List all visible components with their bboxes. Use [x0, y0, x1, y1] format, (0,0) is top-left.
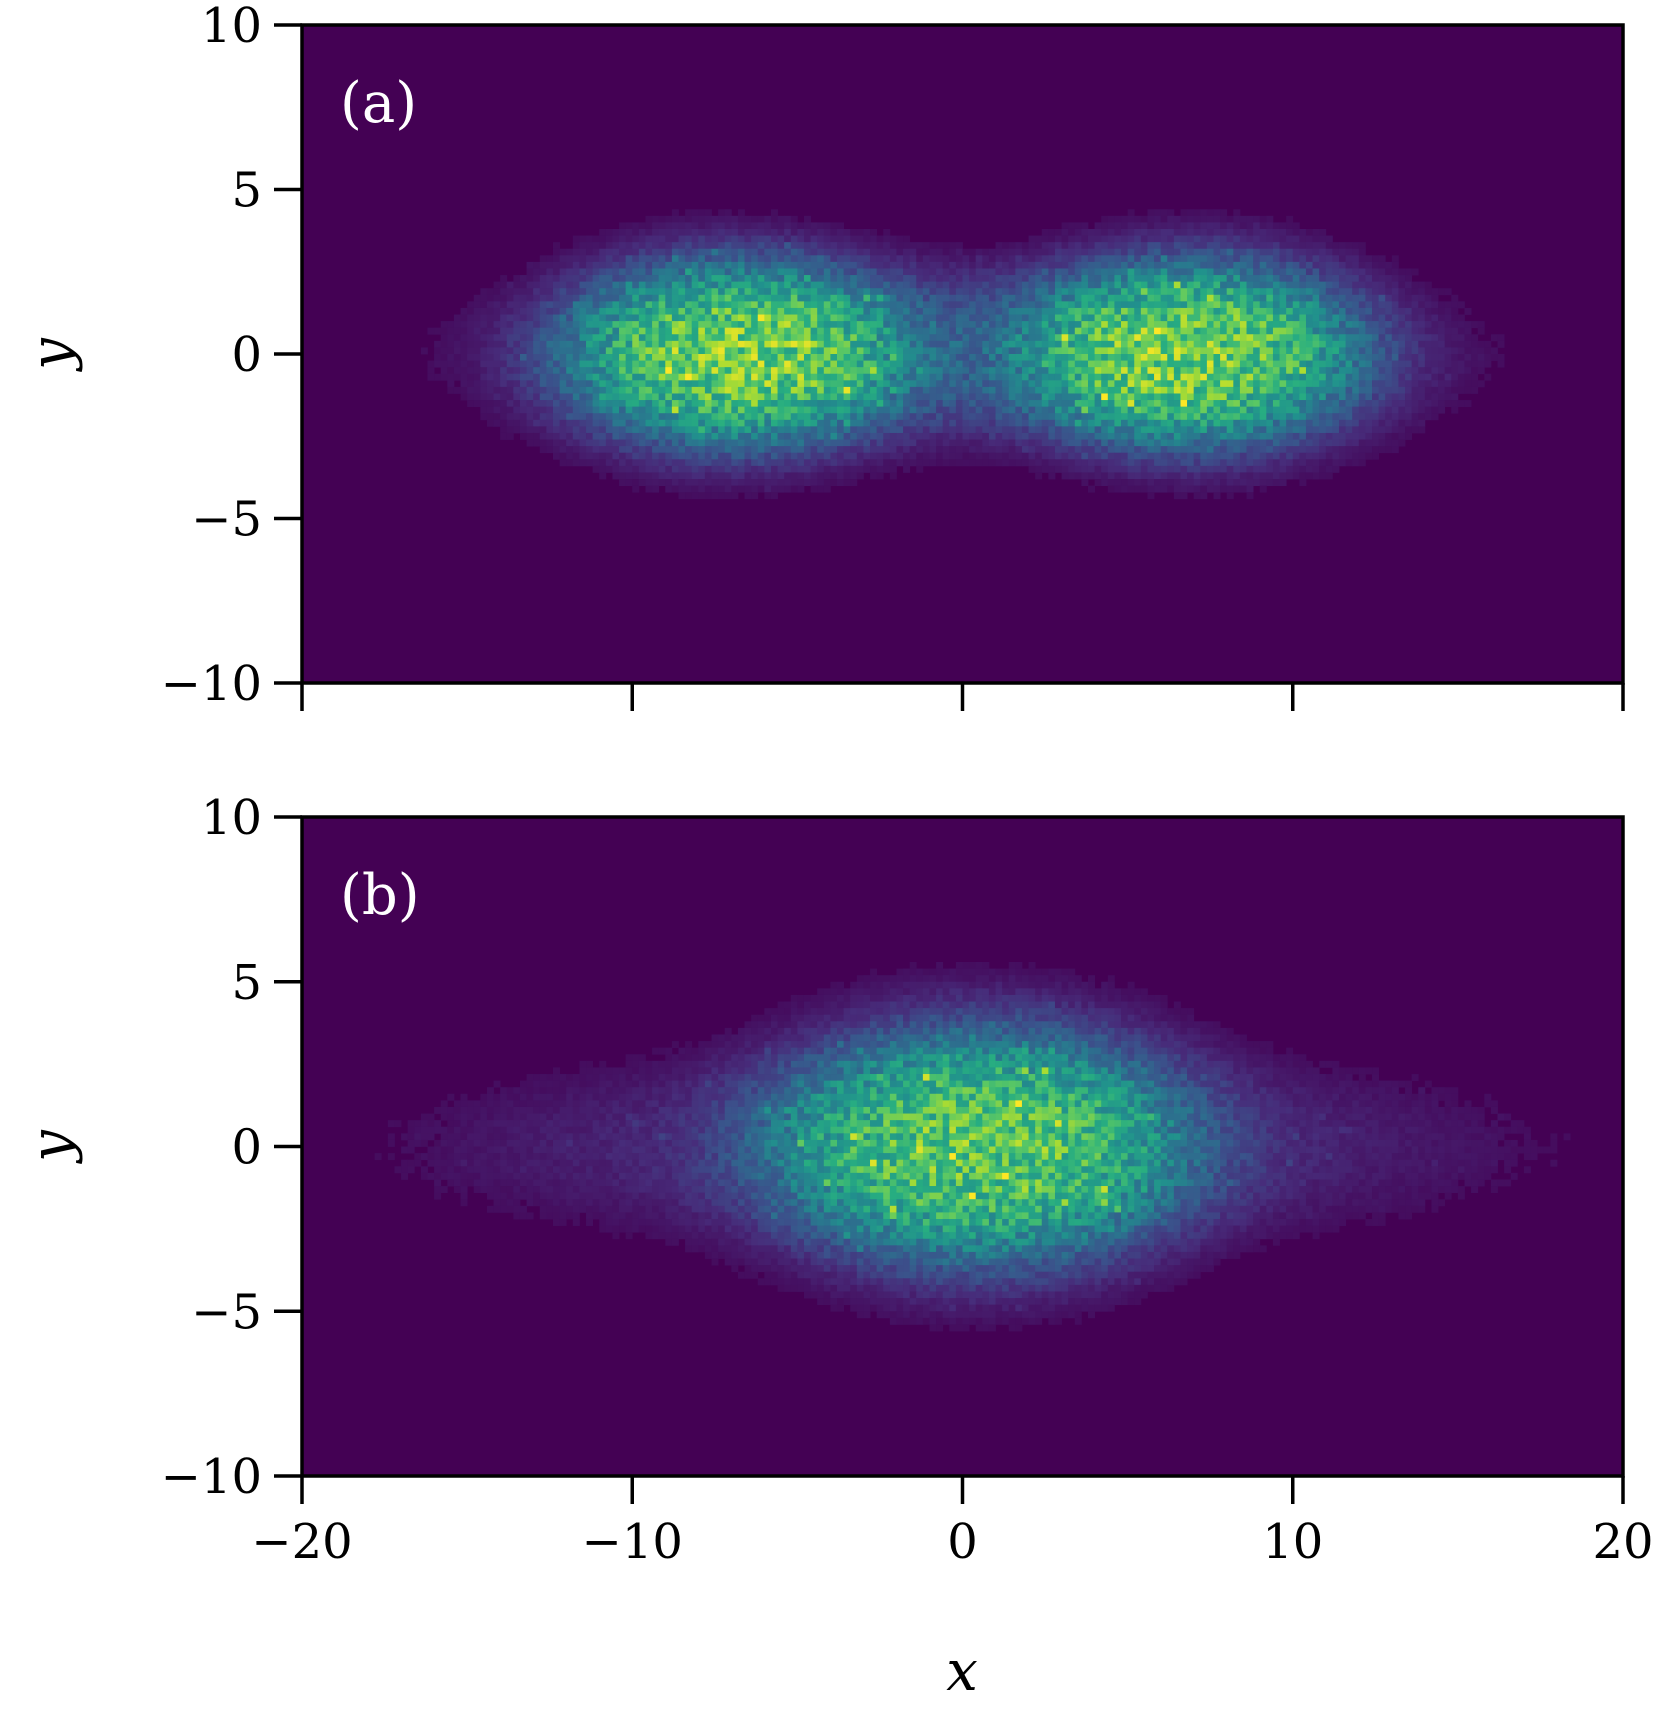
y-tick-label: −5 — [191, 492, 262, 548]
y-tick-label: −10 — [161, 1449, 262, 1505]
panel-a: −10 −5 0 5 10 (a) y — [19, 0, 1625, 712]
panel-b: −20 −10 0 10 20 −10 −5 0 5 10 (b) y x — [19, 790, 1654, 1704]
panel-a-ticks: −10 −5 0 5 10 — [161, 0, 1625, 712]
y-tick-label: 5 — [231, 163, 262, 219]
y-tick-label: 0 — [231, 1120, 262, 1176]
panel-a-ylabel: y — [19, 337, 84, 373]
y-tick-label: −10 — [161, 656, 262, 712]
y-tick-label: 5 — [231, 955, 262, 1011]
panel-b-label: (b) — [340, 863, 420, 928]
x-tick-label: −10 — [582, 1514, 683, 1570]
panel-a-heatmap — [420, 209, 1505, 500]
x-tick-label: −20 — [251, 1514, 352, 1570]
y-tick-label: 10 — [201, 790, 262, 846]
y-tick-label: 10 — [201, 0, 262, 54]
y-tick-label: 0 — [231, 327, 262, 383]
panel-b-ticks: −20 −10 0 10 20 −10 −5 0 5 10 — [161, 790, 1654, 1570]
panel-b-heatmap — [374, 961, 1571, 1332]
x-tick-label: 0 — [947, 1514, 978, 1570]
panel-a-label: (a) — [340, 71, 417, 136]
y-tick-label: −5 — [191, 1284, 262, 1340]
panel-b-ylabel: y — [19, 1129, 84, 1165]
x-tick-label: 20 — [1592, 1514, 1653, 1570]
panel-b-xlabel: x — [946, 1639, 978, 1704]
x-tick-label: 10 — [1262, 1514, 1323, 1570]
